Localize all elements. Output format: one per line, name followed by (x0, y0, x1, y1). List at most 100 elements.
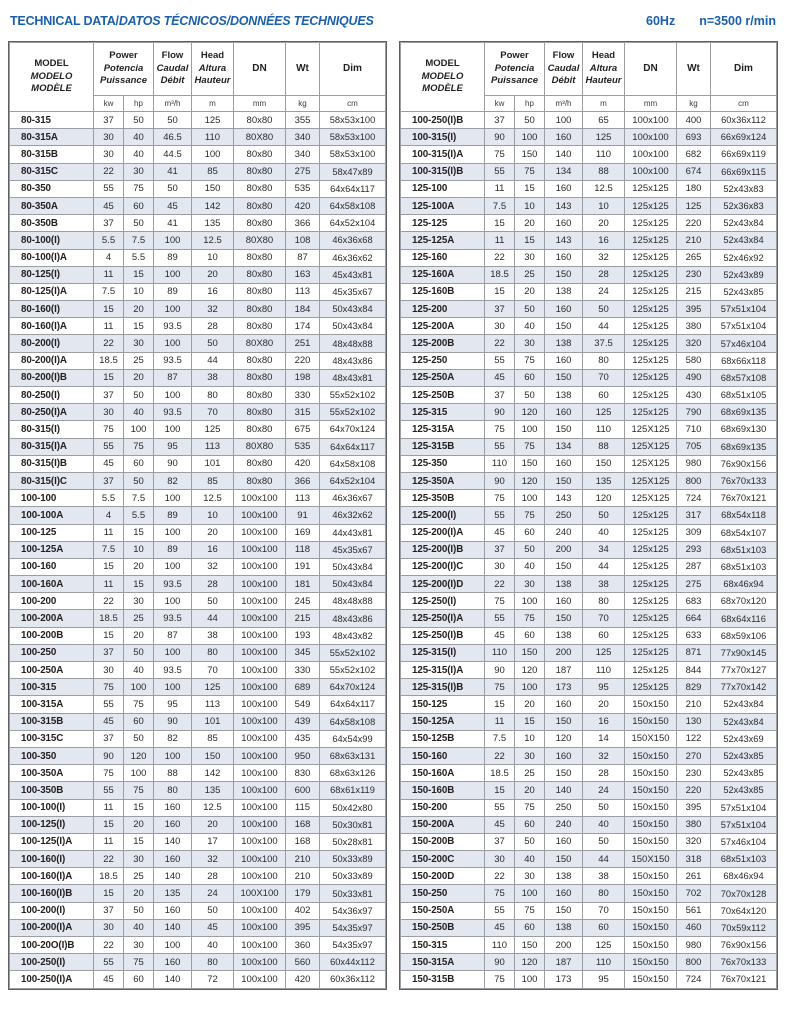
unit-dn: mm (624, 95, 677, 112)
table-row: 80-315(I) 75 100 100 125 80x80 675 64x70x124 (9, 420, 386, 439)
cell-kw: 45 (93, 712, 124, 731)
cell-head: 28 (191, 317, 234, 336)
cell-head: 70 (191, 660, 234, 680)
cell-wt: 705 (676, 437, 711, 456)
cell-dim: 52x46x92 (710, 248, 777, 267)
cell-hp: 40 (123, 145, 154, 164)
cell-flow: 88 (153, 764, 192, 783)
cell-dn: 80x80 (233, 282, 286, 302)
cell-dn: 80X80 (233, 128, 286, 147)
cell-wt: 682 (676, 145, 711, 164)
cell-wt: 871 (676, 643, 711, 663)
cell-dn: 80X80 (233, 231, 286, 250)
cell-dn: 100x100 (233, 506, 286, 525)
cell-dn: 125x125 (624, 523, 677, 542)
cell-flow: 134 (544, 162, 583, 181)
cell-hp: 50 (123, 643, 154, 663)
cell-head: 101 (191, 454, 234, 473)
cell-dn: 125x125 (624, 643, 677, 663)
cell-wt: 674 (676, 162, 711, 181)
cell-head: 125 (191, 420, 234, 439)
cell-hp: 30 (123, 162, 154, 181)
header-specs: 60Hz n=3500 r/min (646, 14, 778, 28)
cell-hp: 25 (123, 351, 154, 370)
table-row: 100-160 15 20 100 32 100x100 191 50x43x84 (9, 557, 386, 577)
cell-head: 44 (582, 557, 625, 577)
unit-wt: kg (676, 95, 711, 112)
cell-model: 100-350B (9, 781, 94, 800)
unit-flow: m³/h (153, 95, 192, 112)
table-row: 125-200(I)D 22 30 138 38 125x125 275 68x46x94 (400, 575, 777, 594)
cell-hp: 40 (123, 128, 154, 147)
cell-hp: 120 (123, 746, 154, 766)
cell-dim: 52x36x83 (710, 196, 777, 216)
col-header-head-es: Altura (198, 62, 227, 74)
cell-model: 150-160 (400, 746, 485, 766)
cell-dn: 80x80 (233, 385, 286, 405)
cell-dn: 100x100 (233, 918, 286, 938)
cell-dn: 125x125 (624, 660, 677, 680)
cell-head: 60 (582, 626, 625, 645)
cell-head: 10 (191, 248, 234, 267)
table-row: 100-250 37 50 100 80 100x100 345 55x52x102 (9, 643, 386, 663)
cell-model: 100-160A (9, 575, 94, 594)
cell-flow: 89 (153, 248, 192, 267)
cell-model: 80-350 (9, 179, 94, 198)
cell-head: 28 (582, 764, 625, 783)
cell-dim: 68x69x135 (710, 437, 777, 456)
cell-head: 101 (191, 712, 234, 731)
cell-flow: 89 (153, 540, 192, 559)
cell-model: 100-315A (9, 695, 94, 714)
table-row: 125-315(I)A 90 120 187 110 125x125 844 77x70x12… (400, 660, 777, 680)
table-row: 125-125A 11 15 143 16 125x125 210 52x43x84 (400, 231, 777, 250)
cell-dn: 100x100 (624, 145, 677, 164)
cell-dim: 68x69x135 (710, 403, 777, 422)
cell-model: 150-200A (400, 815, 485, 834)
speed-label: n=3500 r/min (699, 14, 776, 28)
cell-kw: 37 (93, 385, 124, 405)
cell-kw: 30 (484, 557, 515, 577)
cell-head: 50 (582, 798, 625, 817)
cell-kw: 22 (484, 248, 515, 267)
cell-head: 45 (191, 918, 234, 938)
cell-wt: 193 (285, 626, 320, 645)
cell-head: 28 (582, 265, 625, 284)
cell-dn: 125X125 (624, 471, 677, 491)
cell-model: 125-250(I)A (400, 609, 485, 628)
cell-dim: 68x66x118 (710, 351, 777, 370)
cell-kw: 90 (484, 471, 515, 491)
cell-model: 80-200(I)A (9, 351, 94, 370)
table-row: 150-160A 18.5 25 150 28 150x150 230 52x43x85 (400, 764, 777, 783)
cell-wt: 220 (676, 781, 711, 800)
cell-dim: 66x69x119 (710, 145, 777, 164)
cell-flow: 100 (153, 746, 192, 766)
cell-hp: 25 (514, 265, 545, 284)
cell-kw: 4 (93, 506, 124, 525)
cell-wt: 380 (676, 815, 711, 834)
cell-dim: 50x33x81 (319, 884, 386, 903)
cell-model: 100-20O(I)B (9, 935, 94, 955)
cell-dim: 57x51x104 (710, 815, 777, 834)
cell-head: 40 (191, 935, 234, 955)
cell-dn: 125x125 (624, 300, 677, 319)
cell-flow: 150 (544, 368, 583, 388)
cell-hp: 60 (514, 523, 545, 542)
cell-dim: 58x53x100 (319, 128, 386, 147)
cell-flow: 150 (544, 609, 583, 628)
cell-hp: 50 (514, 110, 545, 130)
table-row: 100-315(I)B 55 75 134 88 100x100 674 66x69x115 (400, 162, 777, 181)
cell-dim: 66x69x115 (710, 162, 777, 181)
cell-head: 20 (582, 695, 625, 714)
cell-dim: 50x43x84 (319, 557, 386, 577)
cell-hp: 30 (514, 867, 545, 886)
cell-wt: 122 (676, 729, 711, 748)
cell-dim: 46x36x62 (319, 248, 386, 267)
cell-wt: 184 (285, 300, 320, 319)
cell-hp: 60 (123, 196, 154, 216)
table-row: 125-250(I)A 55 75 150 70 125x125 664 68x64x116 (400, 609, 777, 628)
cell-wt: 439 (285, 712, 320, 731)
cell-dim: 64x70x124 (319, 678, 386, 697)
cell-hp: 100 (123, 420, 154, 439)
cell-head: 150 (191, 746, 234, 766)
title-separator-1: / (115, 14, 120, 28)
